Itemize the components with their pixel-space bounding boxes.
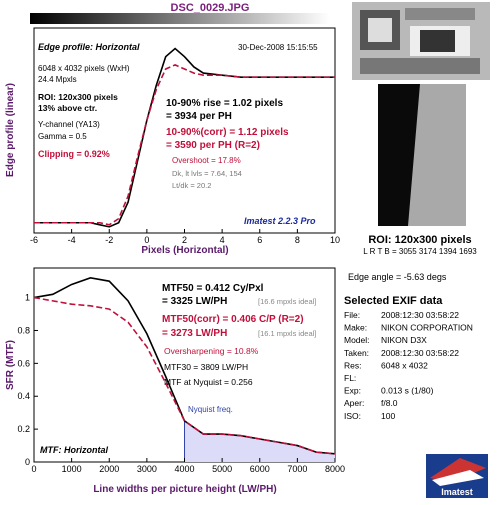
exif-label: Aper: <box>344 398 364 408</box>
x-tick-label: 10 <box>330 235 340 245</box>
x-tick-label: -4 <box>68 235 76 245</box>
annotation: MTF: Horizontal <box>40 445 108 455</box>
annotation: Edge profile: Horizontal <box>38 42 140 52</box>
y-tick-label: 0.8 <box>17 325 30 335</box>
exif-value: 100 <box>381 411 395 421</box>
annotation: Imatest 2.2.3 Pro <box>244 216 316 226</box>
annotation: ROI: 120x300 pixels <box>38 92 118 102</box>
exif-value: NIKON D3X <box>381 335 427 345</box>
annotation: [16.1 mpxls ideal] <box>258 329 316 338</box>
annotation: Y-channel (YA13) <box>38 120 100 129</box>
gray-bar <box>30 13 330 24</box>
x-tick-label: 0 <box>31 464 36 474</box>
x-axis-label: Pixels (Horizontal) <box>141 245 228 256</box>
roi-bounds: L R T B = 3055 3174 1394 1693 <box>363 247 477 256</box>
y-tick-label: 1 <box>25 293 30 303</box>
annotation: 10-90%(corr) = 1.12 pixels <box>166 127 289 138</box>
annotation: = 3934 per PH <box>166 111 232 122</box>
annotation: Oversharpening = 10.8% <box>164 346 259 356</box>
series-line <box>33 296 336 455</box>
exif-value: 6048 x 4032 <box>381 360 428 370</box>
x-tick-label: 3000 <box>137 464 157 474</box>
roi-label: ROI: 120x300 pixels <box>368 234 471 246</box>
annotation: = 3273 LW/PH <box>162 328 227 339</box>
annotation: Clipping = 0.92% <box>38 149 110 159</box>
annotation: [16.6 mpxls ideal] <box>258 297 316 306</box>
y-axis-label: Edge profile (linear) <box>5 83 16 177</box>
exif-value: 2008:12:30 03:58:22 <box>381 310 459 320</box>
roi-thumb <box>352 2 490 80</box>
x-tick-label: 7000 <box>287 464 307 474</box>
y-tick-label: 0.4 <box>17 391 30 401</box>
annotation: Nyquist freq. <box>188 405 233 414</box>
x-tick-label: 8 <box>295 235 300 245</box>
exif-value: f/8.0 <box>381 398 398 408</box>
series-line <box>34 64 335 226</box>
annotation: 13% above ctr. <box>38 103 97 113</box>
annotation: MTF30 = 3809 LW/PH <box>164 362 248 372</box>
logo-text: Imatest <box>441 487 473 497</box>
x-axis-label: Line widths per picture height (LW/PH) <box>93 484 276 495</box>
x-tick-label: -2 <box>105 235 113 245</box>
exif-label: File: <box>344 310 360 320</box>
x-tick-label: 2000 <box>99 464 119 474</box>
x-tick-label: 6000 <box>250 464 270 474</box>
annotation: MTF50(corr) = 0.406 C/P (R=2) <box>162 314 304 325</box>
x-tick-label: 8000 <box>325 464 345 474</box>
annotation: Gamma = 0.5 <box>38 132 87 141</box>
y-tick-label: 0.2 <box>17 424 30 434</box>
annotation: Overshoot = 17.8% <box>172 156 241 165</box>
edge-angle: Edge angle = -5.63 degs <box>348 272 447 282</box>
exif-value: 0.013 s (1/80) <box>381 386 434 396</box>
y-tick-label: 0.6 <box>17 358 30 368</box>
annotation: 6048 x 4032 pixels (WxH) <box>38 64 130 73</box>
y-axis-label: SFR (MTF) <box>5 340 16 390</box>
exif-label: Model: <box>344 335 370 345</box>
exif-label: Res: <box>344 360 361 370</box>
exif-label: Exp: <box>344 386 361 396</box>
exif-heading: Selected EXIF data <box>344 295 443 307</box>
x-tick-label: -6 <box>30 235 38 245</box>
x-tick-label: 4 <box>220 235 225 245</box>
annotation: Dk, lt lvls = 7.64, 154 <box>172 169 242 178</box>
exif-label: ISO: <box>344 411 361 421</box>
x-tick-label: 4000 <box>174 464 194 474</box>
annotation: MTF50 = 0.412 Cy/Pxl <box>162 283 264 294</box>
x-tick-label: 5000 <box>212 464 232 474</box>
exif-label: Make: <box>344 323 367 333</box>
edge-image <box>378 84 466 226</box>
x-tick-label: 0 <box>144 235 149 245</box>
annotation: MTF at Nyquist = 0.256 <box>164 377 253 387</box>
annotation: Lt/dk = 20.2 <box>172 181 211 190</box>
logo: Imatest <box>426 454 488 498</box>
title: DSC_0029.JPG <box>171 2 250 14</box>
x-tick-label: 6 <box>257 235 262 245</box>
exif-label: FL: <box>344 373 356 383</box>
exif-value: NIKON CORPORATION <box>381 323 473 333</box>
annotation: = 3325 LW/PH <box>162 296 227 307</box>
exif-value: 2008:12:30 03:58:22 <box>381 348 459 358</box>
x-tick-label: 1000 <box>62 464 82 474</box>
x-tick-label: 2 <box>182 235 187 245</box>
annotation: 10-90% rise = 1.02 pixels <box>166 98 283 109</box>
annotation: 24.4 Mpxls <box>38 75 77 84</box>
annotation: 30-Dec-2008 15:15:55 <box>238 43 318 52</box>
y-tick-label: 0 <box>25 457 30 467</box>
annotation: = 3590 per PH (R=2) <box>166 140 260 151</box>
exif-label: Taken: <box>344 348 369 358</box>
nyquist-area <box>184 420 335 462</box>
